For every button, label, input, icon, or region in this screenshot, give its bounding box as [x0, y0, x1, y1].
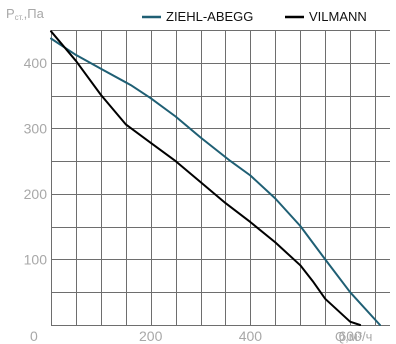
y-tick-label: 400: [24, 55, 48, 71]
x-axis-label: Q,м³/ч: [335, 329, 372, 344]
series-line-vilmann: [50, 30, 362, 326]
y-tick-label: 100: [24, 251, 48, 267]
x-tick-label: 200: [139, 328, 163, 344]
y-axis-ticks: 100 200 300 400: [24, 55, 48, 268]
x-tick-label: 400: [239, 328, 263, 344]
chart-grid: [51, 30, 390, 326]
y-tick-label: 300: [24, 120, 48, 136]
y-axis-label-unit: ,Па: [24, 6, 45, 21]
x-axis-ticks: 0 200 400 600: [30, 328, 362, 344]
x-tick-label: 0: [30, 328, 38, 344]
legend-label-vilmann: VILMANN: [309, 9, 367, 24]
y-tick-label: 200: [24, 186, 48, 202]
x-tick-label: 600: [338, 328, 362, 344]
chart-series-lines: [50, 30, 381, 326]
y-axis-label: Pст.,Па: [6, 6, 45, 22]
y-axis-label-main: P: [6, 6, 15, 21]
legend-label-ziehl-abegg: ZIEHL-ABEGG: [166, 9, 253, 24]
series-line-ziehl-abegg: [50, 37, 381, 326]
chart-legend: ZIEHL-ABEGG VILMANN: [142, 9, 367, 24]
y-axis-label-sub: ст.: [15, 13, 24, 22]
